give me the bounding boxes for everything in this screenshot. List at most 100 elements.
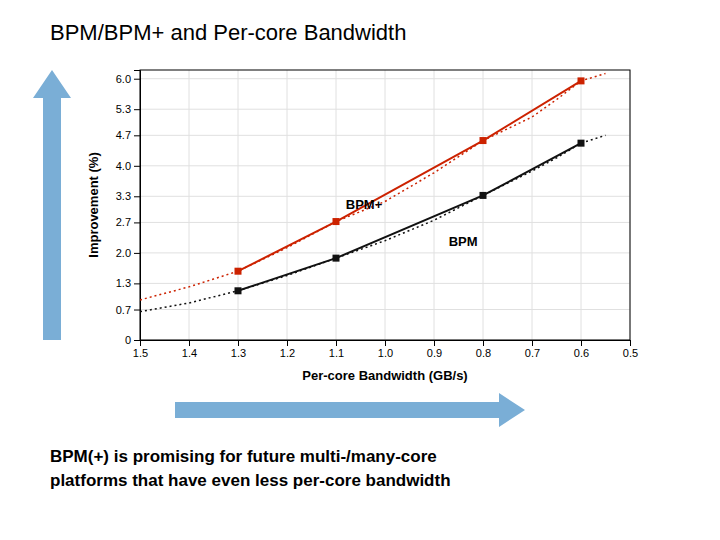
grid-line-x bbox=[336, 70, 337, 340]
x-tick: 0.7 bbox=[525, 340, 540, 359]
x-tick: 1.4 bbox=[182, 340, 197, 359]
y-tick-label: 2.7 bbox=[116, 216, 131, 228]
grid-line-x bbox=[483, 70, 484, 340]
grid-line-x bbox=[434, 70, 435, 340]
x-axis: 1.5 1.4 1.3 1.2 1.1 1.0 0.9 0.8 0.7 0.6 0.5 bbox=[133, 340, 638, 359]
x-tick-label: 0.7 bbox=[525, 347, 540, 359]
grid-line-y bbox=[140, 196, 630, 197]
y-axis-title: Improvement (%) bbox=[86, 152, 101, 257]
y-tick-label: 0 bbox=[125, 334, 131, 346]
y-tick-label: 4.7 bbox=[116, 129, 131, 141]
y-tick-mark bbox=[134, 166, 140, 167]
subtitle-line: platforms that have even less per-core b… bbox=[50, 471, 451, 490]
line bbox=[238, 143, 581, 291]
x-axis-line bbox=[141, 341, 631, 347]
series-group bbox=[140, 73, 606, 311]
marker bbox=[235, 287, 242, 294]
x-tick-label: 1.2 bbox=[280, 347, 295, 359]
x-tick-label: 0.6 bbox=[574, 347, 589, 359]
plot-frame bbox=[140, 70, 630, 340]
y-tick: 3.3 bbox=[116, 190, 140, 202]
x-tick-label: 0.9 bbox=[427, 347, 442, 359]
annotation: BPM bbox=[449, 234, 478, 249]
y-tick-mark bbox=[134, 253, 140, 254]
title: BPM/BPM+ and Per-core Bandwidth bbox=[50, 20, 406, 45]
subtitle-line: BPM(+) is promising for future multi-/ma… bbox=[50, 447, 437, 466]
marker bbox=[578, 140, 585, 147]
x-tick: 1.3 bbox=[231, 340, 246, 359]
y-tick-label: 2.0 bbox=[116, 247, 131, 259]
grid-line-y bbox=[140, 309, 630, 310]
y-tick-label: 6.0 bbox=[116, 73, 131, 85]
y-tick: 5.3 bbox=[116, 103, 140, 115]
y-tick-mark bbox=[134, 135, 140, 136]
x-tick: 1.1 bbox=[329, 340, 344, 359]
arrow-right bbox=[175, 393, 525, 427]
subtitle: BPM(+) is promising for future multi-/ma… bbox=[50, 447, 451, 490]
y-tick-label: 5.3 bbox=[116, 103, 131, 115]
grid-line-x bbox=[189, 70, 190, 340]
x-tick-mark bbox=[532, 340, 533, 346]
y-tick: 4.7 bbox=[116, 129, 140, 141]
y-tick: 2.0 bbox=[116, 247, 140, 259]
x-tick-mark bbox=[434, 340, 435, 346]
line-dotted bbox=[140, 135, 606, 311]
y-tick-mark bbox=[134, 283, 140, 284]
y-tick: 0 bbox=[125, 334, 140, 346]
grid-line-y bbox=[140, 165, 630, 166]
grid-line-y bbox=[140, 78, 630, 79]
grid bbox=[140, 70, 630, 340]
x-tick-label: 1.1 bbox=[329, 347, 344, 359]
x-tick: 1.0 bbox=[378, 340, 393, 359]
marker bbox=[578, 77, 585, 84]
x-tick-mark bbox=[336, 340, 337, 346]
y-tick: 2.7 bbox=[116, 216, 140, 228]
y-tick-mark bbox=[134, 340, 140, 341]
y-tick-mark bbox=[134, 310, 140, 311]
line-dotted bbox=[140, 73, 606, 299]
marker bbox=[480, 192, 487, 199]
marker bbox=[333, 218, 340, 225]
y-tick-mark bbox=[134, 79, 140, 80]
y-tick-mark bbox=[134, 222, 140, 223]
y-axis-line bbox=[134, 71, 141, 341]
x-tick-mark bbox=[581, 340, 582, 346]
x-tick-mark bbox=[287, 340, 288, 346]
y-tick-label: 3.3 bbox=[116, 190, 131, 202]
y-tick-label: 4.0 bbox=[116, 160, 131, 172]
x-tick-label: 1.3 bbox=[231, 347, 246, 359]
y-tick: 6.0 bbox=[116, 73, 140, 85]
x-tick: 0.9 bbox=[427, 340, 442, 359]
x-tick-label: 1.4 bbox=[182, 347, 197, 359]
y-tick: 1.3 bbox=[116, 277, 140, 289]
grid-line-x bbox=[385, 70, 386, 340]
x-tick-label: 1.5 bbox=[133, 347, 148, 359]
grid-line-x bbox=[581, 70, 582, 340]
x-tick: 0.8 bbox=[476, 340, 491, 359]
grid-line-y bbox=[140, 283, 630, 284]
grid-line-y bbox=[140, 252, 630, 253]
y-tick-label: 1.3 bbox=[116, 277, 131, 289]
x-tick-mark bbox=[189, 340, 190, 346]
line bbox=[238, 81, 581, 271]
x-tick-label: 0.5 bbox=[623, 347, 638, 359]
x-tick: 0.5 bbox=[623, 340, 638, 359]
y-tick: 4.0 bbox=[116, 160, 140, 172]
marker bbox=[480, 137, 487, 144]
y-tick: 0.7 bbox=[116, 304, 140, 316]
y-tick-mark bbox=[134, 109, 140, 110]
grid-line-y bbox=[140, 135, 630, 136]
x-tick-mark bbox=[238, 340, 239, 346]
x-tick-mark bbox=[385, 340, 386, 346]
x-tick: 1.2 bbox=[280, 340, 295, 359]
marker bbox=[235, 268, 242, 275]
x-tick: 1.5 bbox=[133, 340, 148, 359]
marker bbox=[333, 255, 340, 262]
x-tick-mark bbox=[483, 340, 484, 346]
grid-line-y bbox=[140, 222, 630, 223]
y-tick-mark bbox=[134, 196, 140, 197]
x-tick-label: 0.8 bbox=[476, 347, 491, 359]
grid-line-x bbox=[287, 70, 288, 340]
annotation: BPM+ bbox=[346, 197, 383, 212]
x-axis-title: Per-core Bandwidth (GB/s) bbox=[302, 368, 467, 383]
